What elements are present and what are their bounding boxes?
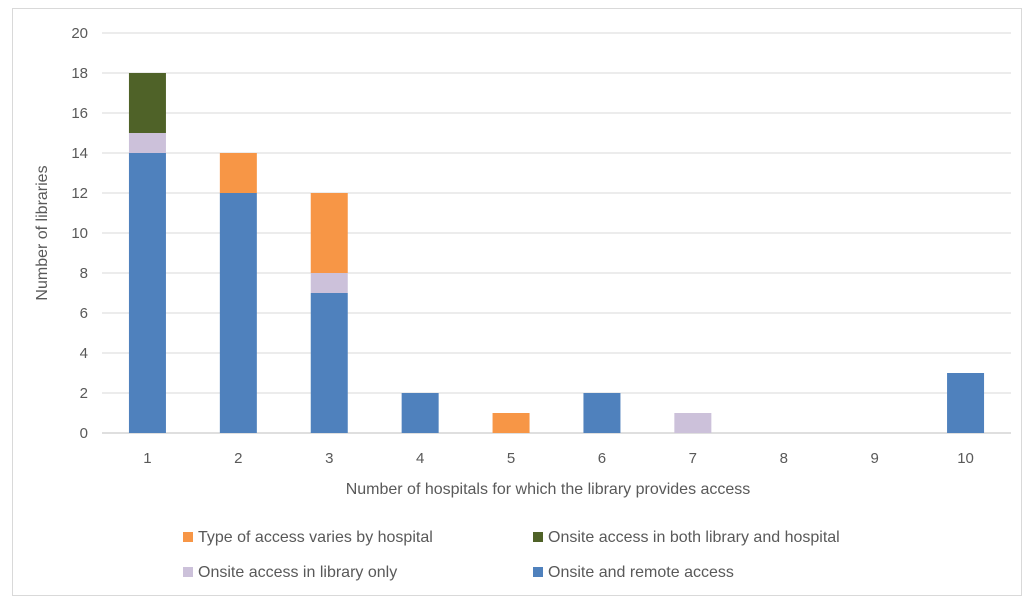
y-tick-label: 18 bbox=[71, 65, 88, 82]
x-axis-title: Number of hospitals for which the librar… bbox=[346, 481, 751, 498]
legend-item: Onsite and remote access bbox=[533, 564, 734, 581]
x-tick-label: 6 bbox=[598, 450, 606, 467]
y-tick-label: 14 bbox=[71, 145, 88, 162]
legend: Type of access varies by hospital Onsite … bbox=[183, 529, 840, 581]
x-tick-label: 2 bbox=[234, 450, 242, 467]
legend-item: Onsite access in both library and hospit… bbox=[533, 529, 840, 546]
y-tick-label: 2 bbox=[80, 385, 88, 402]
y-tick-label: 8 bbox=[80, 265, 88, 282]
legend-item: Type of access varies by hospital bbox=[183, 529, 433, 546]
bar-segment bbox=[492, 413, 530, 433]
y-tick-label: 4 bbox=[80, 345, 88, 362]
legend-label: Type of access varies by hospital bbox=[198, 529, 433, 546]
y-axis-title: Number of libraries bbox=[34, 165, 51, 300]
y-tick-label: 16 bbox=[71, 105, 88, 122]
legend-swatch bbox=[183, 532, 193, 542]
bars bbox=[128, 73, 985, 433]
x-tick-label: 3 bbox=[325, 450, 333, 467]
bar-segment bbox=[128, 153, 166, 433]
bar-segment bbox=[219, 153, 257, 193]
legend-label: Onsite and remote access bbox=[548, 564, 734, 581]
legend-label: Onsite access in both library and hospit… bbox=[548, 529, 840, 546]
x-tick-label: 7 bbox=[689, 450, 697, 467]
bar-segment bbox=[947, 373, 985, 433]
bar-segment bbox=[310, 273, 348, 293]
y-tick-label: 12 bbox=[71, 185, 88, 202]
legend-item: Onsite access in library only bbox=[183, 564, 397, 581]
bar-segment bbox=[310, 293, 348, 433]
bar-segment bbox=[310, 193, 348, 273]
bar-segment bbox=[128, 133, 166, 153]
y-tick-label: 20 bbox=[71, 25, 88, 42]
y-tick-label: 10 bbox=[71, 225, 88, 242]
bar-segment bbox=[401, 393, 439, 433]
x-tick-label: 8 bbox=[780, 450, 788, 467]
y-tick-label: 0 bbox=[80, 425, 88, 442]
bar-segment bbox=[219, 193, 257, 433]
x-tick-label: 10 bbox=[957, 450, 974, 467]
y-tick-label: 6 bbox=[80, 305, 88, 322]
x-tick-label: 9 bbox=[870, 450, 878, 467]
bar-segment bbox=[583, 393, 621, 433]
legend-swatch bbox=[533, 567, 543, 577]
y-axis-ticks: 0 2 4 6 8 10 12 14 16 18 20 bbox=[71, 25, 88, 442]
legend-label: Onsite access in library only bbox=[198, 564, 397, 581]
x-axis-ticks: 1 2 3 4 5 6 7 8 9 10 bbox=[143, 450, 974, 467]
x-tick-label: 5 bbox=[507, 450, 515, 467]
x-tick-label: 4 bbox=[416, 450, 424, 467]
chart-frame bbox=[12, 8, 1022, 596]
x-tick-label: 1 bbox=[143, 450, 151, 467]
bar-segment bbox=[674, 413, 712, 433]
bar-segment bbox=[128, 73, 166, 133]
legend-swatch bbox=[183, 567, 193, 577]
legend-swatch bbox=[533, 532, 543, 542]
